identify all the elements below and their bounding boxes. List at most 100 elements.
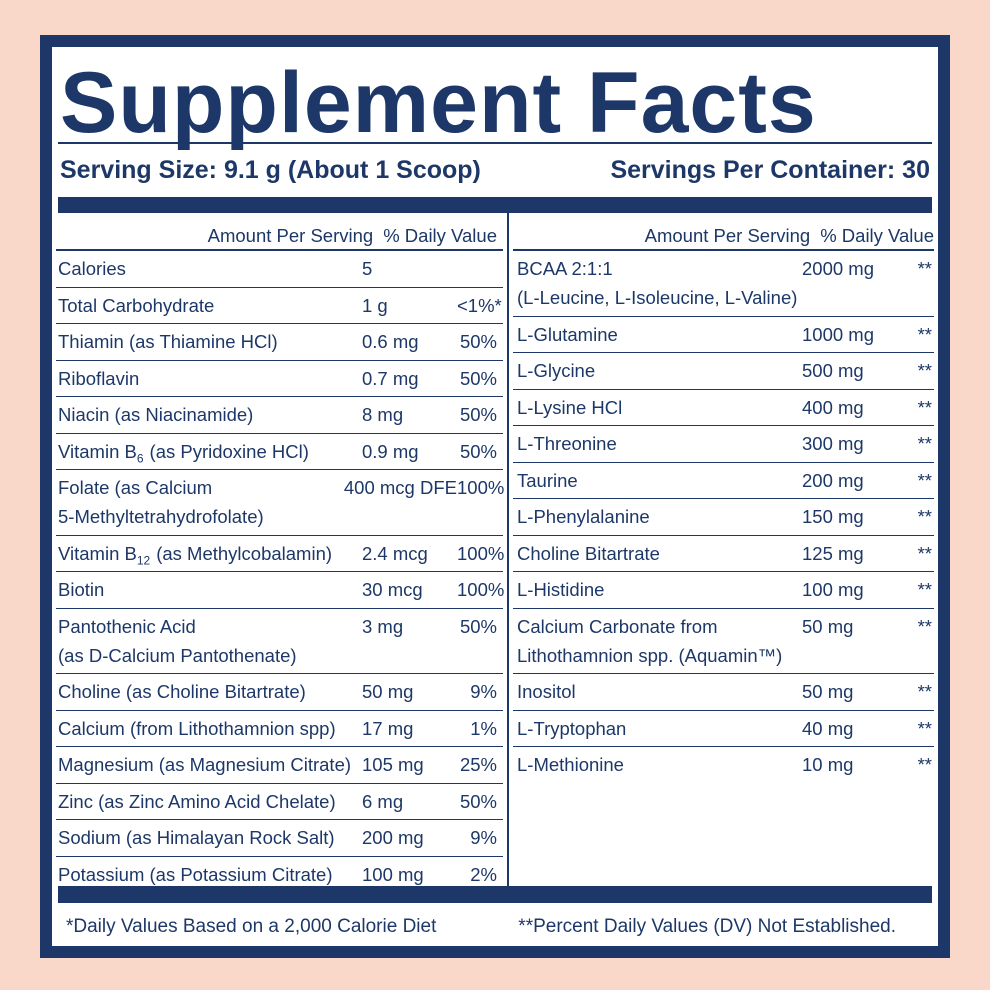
amount: 125 mg xyxy=(802,542,864,564)
daily-value: <1%* xyxy=(457,294,502,316)
amount-header: Amount Per Serving xyxy=(644,225,811,246)
dv-cell: ** xyxy=(892,502,932,531)
amount: 5 xyxy=(362,258,373,279)
name-line: Total Carbohydrate xyxy=(58,294,215,316)
name-line: Riboflavin xyxy=(58,367,140,389)
nutrient-row: Calcium (from Lithothamnion spp) 17 mg 1% xyxy=(56,711,503,747)
nutrient-name: Sodium (as Himalayan Rock Salt) xyxy=(58,823,362,852)
amount: 50 mg xyxy=(362,681,414,702)
amount-cell: 2.4 mcg xyxy=(362,539,457,568)
amount-cell: 300 mg xyxy=(802,429,892,458)
name-line: Calories xyxy=(58,258,126,279)
nutrient-name: L-Glutamine xyxy=(517,320,802,349)
amount-cell: 1000 mg xyxy=(802,320,892,349)
nutrient-name: Choline Bitartrate xyxy=(517,539,802,568)
dv-cell: ** xyxy=(892,750,932,779)
nutrient-row: L-Methionine 10 mg ** xyxy=(513,747,934,783)
name-text: (as Pyridoxine HCl) xyxy=(149,440,309,462)
dv-cell: ** xyxy=(892,429,932,458)
label: Supplement Facts Serving Size: 9.1 g (Ab… xyxy=(52,47,938,946)
daily-value: ** xyxy=(917,579,932,600)
nutrient-name: Calcium (from Lithothamnion spp) xyxy=(58,714,362,743)
name-line: L-Lysine HCl xyxy=(517,396,623,418)
name-line: Inositol xyxy=(517,681,576,702)
dv-cell: 9% xyxy=(457,677,497,706)
nutrient-name: L-Methionine xyxy=(517,750,802,779)
dv-cell: 50% xyxy=(457,612,497,670)
title: Supplement Facts xyxy=(60,55,817,151)
name-line: 5-Methyltetrahydrofolate) xyxy=(58,506,264,527)
nutrient-row: Riboflavin 0.7 mg 50% xyxy=(56,361,503,397)
name-line: Choline (as Choline Bitartrate) xyxy=(58,681,306,702)
dv-cell: 25% xyxy=(457,750,497,779)
name-line: Vitamin B6 (as Pyridoxine HCl) xyxy=(58,437,362,466)
name-line: (L-Leucine, L-Isoleucine, L-Valine) xyxy=(517,287,798,308)
nutrient-row: Pantothenic Acid (as D-Calcium Pantothena… xyxy=(56,609,503,674)
daily-value: 9% xyxy=(470,681,497,702)
amount: 300 mg xyxy=(802,433,864,454)
amount-cell: 125 mg xyxy=(802,539,892,568)
amount-cell: 50 mg xyxy=(802,612,892,670)
amount: 400 mg xyxy=(802,396,864,418)
nutrient-name: Calories xyxy=(58,254,362,283)
daily-value: 1% xyxy=(470,717,497,739)
amount: 6 mg xyxy=(362,790,404,812)
nutrient-row: Total Carbohydrate 1 g <1%* xyxy=(56,288,503,324)
daily-value: 9% xyxy=(470,827,497,848)
amount: 200 mg xyxy=(362,827,424,848)
name-text: Vitamin B xyxy=(58,542,137,564)
name-line: Choline Bitartrate xyxy=(517,542,660,564)
daily-value: 50% xyxy=(459,615,497,637)
amount-cell: 50 mg xyxy=(802,677,892,706)
nutrient-row: Vitamin B12 (as Methylcobalamin) 2.4 mcg 10… xyxy=(56,536,504,572)
dv-cell: 50% xyxy=(457,400,497,429)
nutrient-name: Riboflavin xyxy=(58,364,362,393)
dv-cell: ** xyxy=(892,393,932,422)
nutrient-row: Taurine 200 mg ** xyxy=(513,463,934,499)
nutrient-row: L-Histidine 100 mg ** xyxy=(513,572,934,609)
dv-cell: ** xyxy=(892,714,932,743)
amount: 100 mg xyxy=(802,579,864,600)
daily-value: ** xyxy=(917,754,932,775)
name-line: Potassium (as Potassium Citrate) xyxy=(58,863,333,885)
column-header: Amount Per Serving % Daily Value xyxy=(56,213,503,251)
nutrient-row: Inositol 50 mg ** xyxy=(513,674,934,711)
dv-cell: 50% xyxy=(457,787,497,816)
daily-value: ** xyxy=(917,542,932,564)
daily-value: 50% xyxy=(459,331,497,352)
daily-value: 25% xyxy=(459,754,497,775)
amount-cell: 100 mg xyxy=(362,860,457,889)
amount-cell: 50 mg xyxy=(362,677,457,706)
nutrient-name: L-Lysine HCl xyxy=(517,393,802,422)
right-column: Amount Per Serving % Daily Value BCAA 2:1:… xyxy=(509,213,938,886)
nutrient-name: L-Threonine xyxy=(517,429,802,458)
dv-header: % Daily Value xyxy=(820,225,934,246)
nutrient-row: Choline Bitartrate 125 mg ** xyxy=(513,536,934,572)
nutrient-row: Choline (as Choline Bitartrate) 50 mg 9% xyxy=(56,674,503,711)
dv-cell xyxy=(457,254,497,283)
amount: 3 mg xyxy=(362,615,404,637)
rule xyxy=(58,142,932,144)
nutrient-name: Taurine xyxy=(517,466,802,495)
nutrient-row: Magnesium (as Magnesium Citrate) 105 mg 25… xyxy=(56,747,503,784)
amount-cell: 200 mg xyxy=(362,823,457,852)
nutrient-row: L-Glycine 500 mg ** xyxy=(513,353,934,390)
serving-size: Serving Size: 9.1 g (About 1 Scoop) xyxy=(60,156,481,184)
nutrient-name: Magnesium (as Magnesium Citrate) xyxy=(58,750,362,779)
nutrient-name: BCAA 2:1:1 (L-Leucine, L-Isoleucine, L-Va… xyxy=(517,254,802,312)
name-line: L-Phenylalanine xyxy=(517,506,650,527)
name-line: Niacin (as Niacinamide) xyxy=(58,404,254,425)
name-line: Calcium Carbonate from xyxy=(517,615,718,637)
nutrient-row: Sodium (as Himalayan Rock Salt) 200 mg 9% xyxy=(56,820,503,857)
dv-cell: ** xyxy=(892,254,932,312)
nutrient-row: L-Phenylalanine 150 mg ** xyxy=(513,499,934,536)
nutrient-name: Total Carbohydrate xyxy=(58,291,362,320)
nutrient-row: Folate (as Calcium 5-Methyltetrahydrofola… xyxy=(56,470,504,536)
amount-cell: 150 mg xyxy=(802,502,892,531)
daily-value: ** xyxy=(917,360,932,381)
nutrient-name: Niacin (as Niacinamide) xyxy=(58,400,362,429)
dv-cell: ** xyxy=(892,320,932,349)
amount-cell: 105 mg xyxy=(362,750,457,779)
dv-cell: 9% xyxy=(457,823,497,852)
label-frame: Supplement Facts Serving Size: 9.1 g (Ab… xyxy=(40,35,950,958)
